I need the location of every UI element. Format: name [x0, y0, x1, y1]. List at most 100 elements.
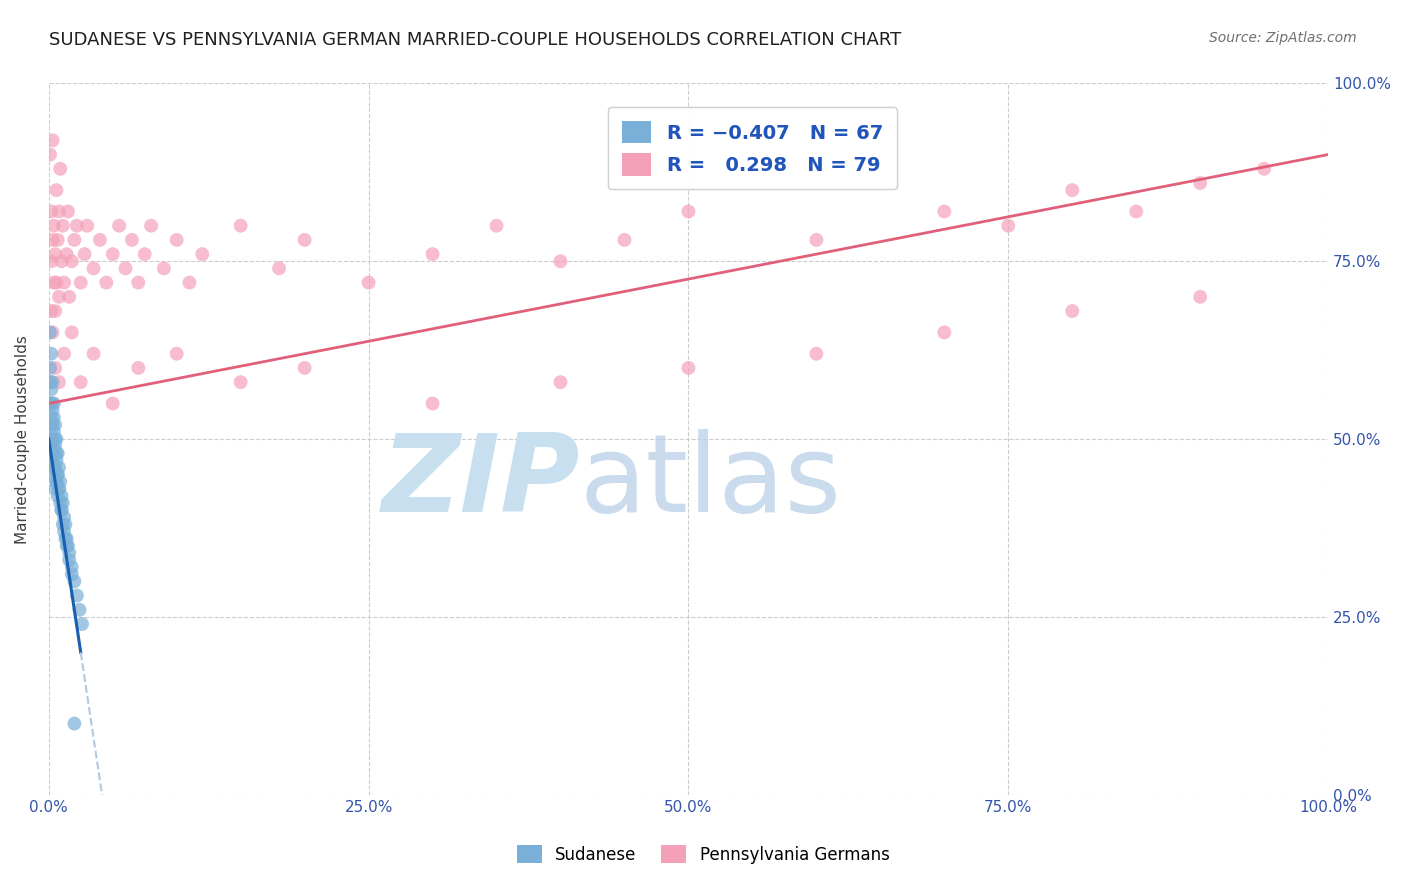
- Point: [39, 304, 62, 318]
- Point: [39, 417, 62, 432]
- Point: [44, 460, 66, 475]
- Point: [1253, 161, 1275, 176]
- Point: [1189, 176, 1212, 190]
- Point: [134, 247, 156, 261]
- Point: [45, 276, 67, 290]
- Point: [48, 460, 70, 475]
- Point: [39, 326, 62, 340]
- Point: [51, 489, 73, 503]
- Text: atlas: atlas: [579, 429, 842, 534]
- Point: [934, 204, 956, 219]
- Point: [73, 247, 96, 261]
- Point: [108, 219, 131, 233]
- Point: [39, 432, 62, 446]
- Point: [55, 247, 77, 261]
- Point: [55, 517, 77, 532]
- Point: [39, 360, 62, 375]
- Point: [806, 233, 828, 247]
- Point: [46, 233, 69, 247]
- Point: [70, 617, 93, 632]
- Point: [44, 460, 66, 475]
- Point: [39, 204, 62, 219]
- Point: [166, 347, 188, 361]
- Point: [41, 133, 63, 147]
- Point: [96, 276, 118, 290]
- Point: [139, 219, 162, 233]
- Point: [39, 396, 62, 410]
- Point: [550, 254, 572, 268]
- Text: SUDANESE VS PENNSYLVANIA GERMAN MARRIED-COUPLE HOUSEHOLDS CORRELATION CHART: SUDANESE VS PENNSYLVANIA GERMAN MARRIED-…: [49, 31, 901, 49]
- Point: [806, 347, 828, 361]
- Point: [44, 304, 66, 318]
- Point: [41, 417, 63, 432]
- Point: [58, 553, 80, 567]
- Point: [41, 439, 63, 453]
- Point: [48, 375, 70, 389]
- Point: [613, 233, 636, 247]
- Point: [63, 574, 86, 589]
- Point: [267, 261, 290, 276]
- Point: [46, 446, 69, 460]
- Point: [56, 204, 79, 219]
- Point: [52, 219, 75, 233]
- Point: [48, 204, 70, 219]
- Point: [166, 233, 188, 247]
- Point: [45, 475, 67, 489]
- Point: [53, 510, 76, 524]
- Point: [45, 453, 67, 467]
- Point: [52, 496, 75, 510]
- Point: [41, 233, 63, 247]
- Legend: Sudanese, Pennsylvania Germans: Sudanese, Pennsylvania Germans: [510, 838, 896, 871]
- Point: [51, 254, 73, 268]
- Point: [294, 360, 316, 375]
- Point: [550, 375, 572, 389]
- Point: [179, 276, 201, 290]
- Point: [44, 432, 66, 446]
- Point: [58, 546, 80, 560]
- Point: [69, 603, 91, 617]
- Point: [44, 247, 66, 261]
- Point: [42, 396, 65, 410]
- Point: [485, 219, 508, 233]
- Point: [60, 567, 83, 582]
- Point: [44, 439, 66, 453]
- Point: [41, 396, 63, 410]
- Point: [678, 204, 700, 219]
- Text: Source: ZipAtlas.com: Source: ZipAtlas.com: [1209, 31, 1357, 45]
- Point: [39, 446, 62, 460]
- Point: [39, 410, 62, 425]
- Point: [997, 219, 1019, 233]
- Point: [83, 261, 105, 276]
- Point: [41, 432, 63, 446]
- Point: [60, 254, 83, 268]
- Point: [39, 453, 62, 467]
- Point: [63, 233, 86, 247]
- Point: [41, 375, 63, 389]
- Point: [42, 219, 65, 233]
- Point: [83, 347, 105, 361]
- Point: [1062, 183, 1084, 197]
- Point: [39, 417, 62, 432]
- Point: [60, 326, 83, 340]
- Point: [44, 482, 66, 496]
- Legend: R = −0.407   N = 67, R =   0.298   N = 79: R = −0.407 N = 67, R = 0.298 N = 79: [609, 107, 897, 189]
- Point: [42, 276, 65, 290]
- Point: [41, 460, 63, 475]
- Point: [51, 503, 73, 517]
- Point: [55, 532, 77, 546]
- Point: [49, 161, 72, 176]
- Point: [45, 183, 67, 197]
- Point: [121, 233, 143, 247]
- Point: [42, 425, 65, 439]
- Text: ZIP: ZIP: [381, 429, 579, 534]
- Point: [1125, 204, 1147, 219]
- Point: [66, 589, 89, 603]
- Point: [49, 475, 72, 489]
- Point: [58, 290, 80, 304]
- Point: [55, 532, 77, 546]
- Point: [45, 446, 67, 460]
- Point: [53, 347, 76, 361]
- Point: [42, 446, 65, 460]
- Point: [422, 247, 444, 261]
- Point: [934, 326, 956, 340]
